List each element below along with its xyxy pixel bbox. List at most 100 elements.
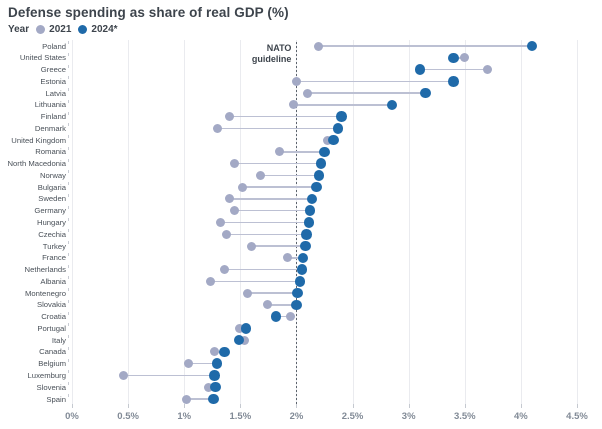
country-label: North Macedonia: [7, 159, 66, 169]
y-axis-tick: [68, 99, 69, 103]
dot-2024: [292, 287, 303, 299]
dot-2024: [414, 64, 426, 75]
y-axis-tick: [68, 346, 69, 350]
y-axis-tick: [68, 217, 69, 221]
dot-2024: [328, 134, 339, 146]
dumbbell-connector: [226, 233, 307, 236]
y-axis-tick: [68, 382, 69, 386]
y-axis-tick: [68, 276, 69, 280]
dumbbell-connector: [267, 304, 297, 306]
dot-2024: [420, 87, 431, 99]
dot-2021: [240, 335, 250, 345]
y-axis-tick: [68, 64, 69, 68]
dot-2021: [220, 265, 230, 275]
x-axis-tick-label: 2.5%: [341, 411, 364, 422]
x-axis-tick: [408, 404, 410, 408]
country-label: Canada: [39, 347, 66, 357]
dot-2024: [306, 193, 318, 205]
x-axis-tick: [240, 404, 242, 408]
country-label: United Kingdom: [11, 135, 66, 145]
y-axis-tick: [68, 135, 69, 139]
country-label: Germany: [34, 206, 66, 216]
x-axis-tick-label: 4.5%: [566, 411, 588, 422]
country-label: Czechia: [38, 229, 66, 239]
dumbbell-connector: [123, 374, 215, 377]
dot-2024: [319, 146, 330, 158]
gridline: [464, 40, 466, 404]
dot-2021: [119, 370, 129, 380]
y-axis-tick: [68, 76, 69, 80]
dot-2021: [282, 253, 292, 263]
y-axis-tick: [68, 229, 69, 233]
x-axis-tick-label: 1.5%: [229, 411, 252, 422]
x-axis-tick: [72, 404, 73, 408]
dot-2024: [219, 346, 230, 358]
country-label: Italy: [51, 335, 66, 345]
y-axis-tick: [68, 370, 69, 374]
dot-2021: [222, 229, 232, 239]
dumbbell-connector: [242, 186, 317, 188]
dot-2021: [323, 135, 333, 145]
x-axis-tick: [128, 404, 130, 408]
dot-2024: [270, 311, 282, 322]
dumbbell-connector: [224, 268, 303, 271]
legend-item-2024: 2024*: [78, 24, 118, 35]
x-axis-tick-label: 1%: [177, 411, 192, 422]
y-axis-tick: [68, 123, 69, 127]
dumbbell-connector: [279, 151, 325, 153]
dot-2021: [482, 65, 492, 75]
dot-2021: [213, 123, 223, 133]
country-label: Montenegro: [24, 288, 66, 298]
dot-2024: [233, 334, 245, 346]
dot-2024: [386, 99, 398, 111]
dumbbell-connector: [188, 362, 217, 365]
dot-2021: [256, 170, 266, 180]
gridline: [352, 40, 354, 404]
x-axis-tick-label: 0.5%: [117, 411, 139, 422]
x-axis-tick: [352, 404, 354, 408]
gridline: [72, 40, 73, 404]
y-axis-tick: [68, 323, 69, 327]
dot-2024: [315, 158, 327, 169]
dot-2021: [210, 347, 220, 357]
legend-title: Year: [8, 24, 30, 35]
gridline: [577, 40, 578, 404]
y-axis-tick: [68, 252, 69, 256]
legend-label-2024: 2024*: [91, 24, 118, 35]
country-label: Spain: [46, 394, 66, 404]
country-label: France: [42, 253, 66, 263]
dot-2024: [301, 229, 312, 240]
gridline: [408, 40, 410, 404]
dot-2024: [300, 240, 311, 252]
dumbbell-connector: [260, 174, 319, 177]
dot-2021: [205, 276, 215, 286]
dot-2024: [311, 181, 322, 193]
dot-2024: [209, 370, 220, 381]
dot-2024: [313, 170, 325, 181]
dot-2021: [247, 241, 257, 251]
dumbbell-connector: [217, 127, 338, 130]
legend: Year 2021 2024*: [8, 24, 118, 35]
nato-guideline-label: NATO guideline: [251, 43, 292, 65]
y-axis-tick: [68, 52, 69, 56]
dumbbell-connector: [234, 209, 310, 212]
dumbbell-connector: [276, 315, 291, 318]
dumbbell-connector: [229, 198, 313, 200]
gridline: [128, 40, 130, 404]
country-label: Estonia: [40, 76, 66, 86]
dot-2024: [291, 299, 302, 311]
y-axis-tick: [68, 88, 69, 92]
y-axis-tick: [68, 146, 69, 150]
dot-2021: [275, 147, 285, 157]
x-axis-tick: [184, 404, 186, 408]
dot-2021: [224, 112, 234, 122]
y-axis-tick: [68, 335, 69, 339]
dot-2021: [230, 159, 240, 169]
y-axis-tick: [68, 193, 69, 197]
x-axis-tick: [464, 404, 466, 408]
country-label: Turkey: [42, 241, 66, 251]
dumbbell-connector: [419, 68, 488, 71]
dot-2021: [204, 382, 214, 392]
country-label: Albania: [40, 276, 66, 286]
